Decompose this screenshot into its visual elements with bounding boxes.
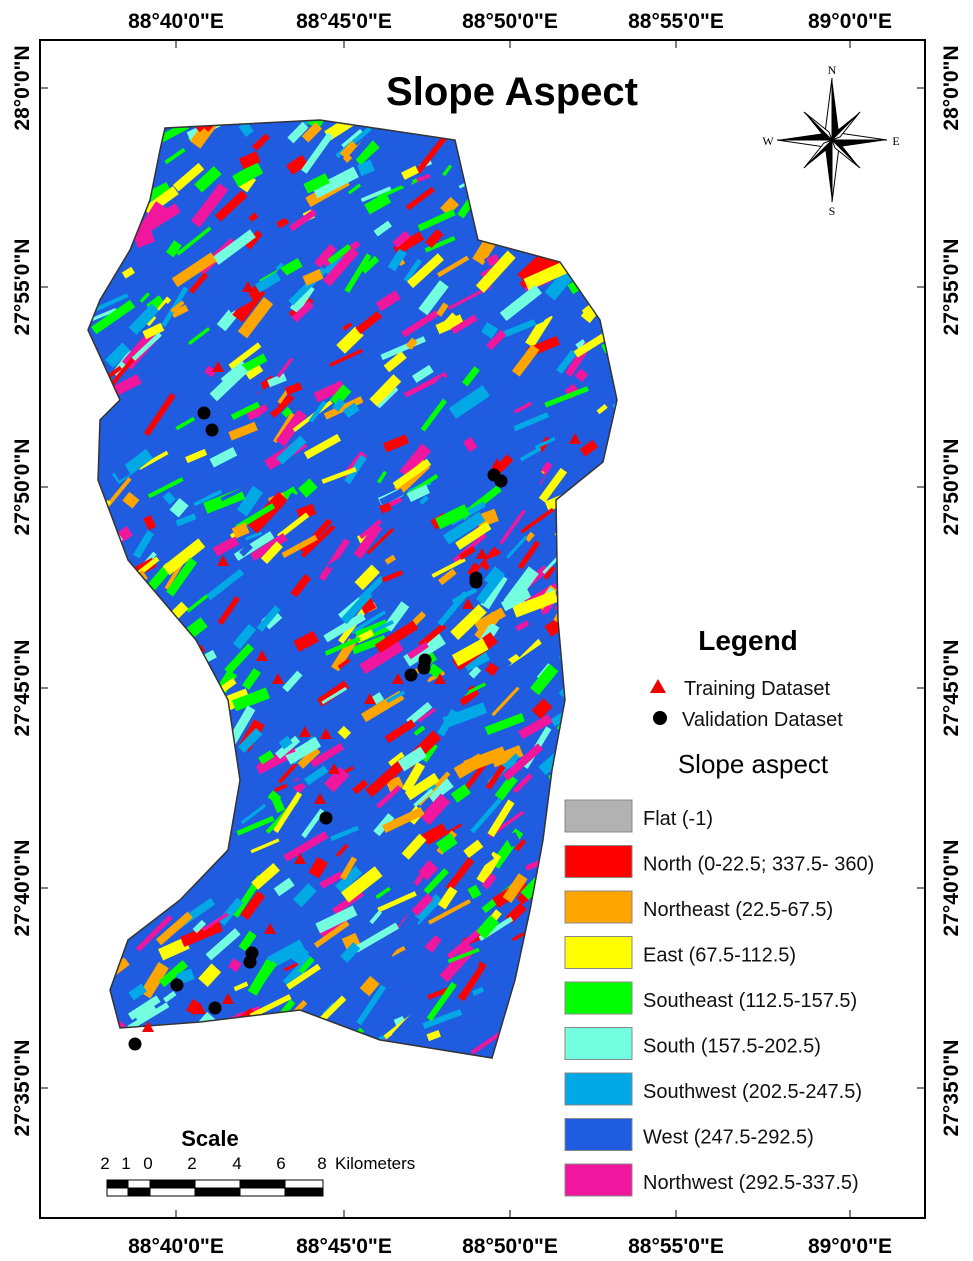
legend-swatch [565, 937, 632, 969]
legend-swatch [565, 891, 632, 923]
latitude-label: 27°35'0"N [11, 1040, 34, 1137]
scale-label: 4 [232, 1154, 241, 1173]
validation-point [470, 576, 483, 589]
longitude-label: 88°45'0"E [296, 10, 392, 33]
longitude-label: 88°50'0"E [462, 1235, 558, 1258]
legend-swatch [565, 982, 632, 1014]
scale-segment [240, 1188, 285, 1196]
latitude-label: 27°45'0"N [940, 640, 963, 737]
scale-label: 0 [143, 1154, 152, 1173]
legend-label: East (67.5-112.5) [643, 945, 796, 967]
validation-point [206, 424, 219, 437]
longitude-label: 88°55'0"E [628, 1235, 724, 1258]
compass-w: W [762, 134, 774, 148]
longitude-label: 88°50'0"E [462, 10, 558, 33]
latitude-label: 27°35'0"N [940, 1040, 963, 1137]
scale-label: 2 [100, 1154, 109, 1173]
validation-point [129, 1038, 142, 1051]
scale-segment [107, 1188, 128, 1196]
latitude-label: 28°0'0"N [940, 45, 963, 130]
latitude-label: 27°45'0"N [11, 640, 34, 737]
legend-label: Flat (-1) [643, 808, 713, 830]
latitude-label: 28°0'0"N [11, 45, 34, 130]
validation-point [320, 812, 333, 825]
longitude-label: 89°0'0"E [808, 10, 892, 33]
latitude-label: 27°40'0"N [940, 840, 963, 937]
validation-point [418, 662, 431, 675]
scale-title: Scale [181, 1126, 239, 1151]
scale-segment [107, 1180, 128, 1188]
scale-segment [195, 1188, 240, 1196]
scale-label: 1 [121, 1154, 130, 1173]
validation-point [171, 979, 184, 992]
latitude-label: 27°55'0"N [11, 239, 34, 336]
longitude-label: 88°40'0"E [128, 1235, 224, 1258]
validation-point [198, 407, 211, 420]
scale-label: 2 [187, 1154, 196, 1173]
validation-point [495, 475, 508, 488]
scale-segment [150, 1188, 195, 1196]
scale-label: 6 [276, 1154, 285, 1173]
legend-label: South (157.5-202.5) [643, 1036, 821, 1058]
legend-swatch [565, 1164, 632, 1196]
legend-label: Southeast (112.5-157.5) [643, 990, 857, 1012]
legend-swatch [565, 1028, 632, 1060]
scale-segment [195, 1180, 240, 1188]
validation-point [405, 669, 418, 682]
legend-validation: Validation Dataset [682, 709, 843, 731]
legend-swatch [565, 800, 632, 832]
validation-point [209, 1002, 222, 1015]
legend-label: North (0-22.5; 337.5- 360) [643, 854, 874, 876]
compass-s: S [829, 204, 836, 218]
legend-label: Northeast (22.5-67.5) [643, 899, 833, 921]
legend-label: West (247.5-292.5) [643, 1127, 814, 1149]
legend-subtitle: Slope aspect [678, 749, 829, 779]
scale-label: Kilometers [335, 1154, 415, 1173]
legend-label: Northwest (292.5-337.5) [643, 1172, 859, 1194]
longitude-label: 89°0'0"E [808, 1235, 892, 1258]
compass-n: N [828, 63, 837, 77]
legend-swatch [565, 1119, 632, 1151]
legend-swatch [565, 1073, 632, 1105]
legend-training: Training Dataset [684, 678, 830, 700]
longitude-label: 88°55'0"E [628, 10, 724, 33]
longitude-label: 88°45'0"E [296, 1235, 392, 1258]
legend-title: Legend [698, 625, 798, 656]
validation-symbol [653, 711, 667, 725]
validation-point [244, 956, 257, 969]
scale-segment [285, 1188, 323, 1196]
map-title: Slope Aspect [386, 70, 638, 114]
scale-segment [128, 1180, 150, 1188]
scale-label: 8 [317, 1154, 326, 1173]
scale-segment [128, 1188, 150, 1196]
legend-label: Southwest (202.5-247.5) [643, 1081, 862, 1103]
scale-segment [150, 1180, 195, 1188]
scale-segment [285, 1180, 323, 1188]
latitude-label: 27°50'0"N [11, 439, 34, 536]
scale-segment [240, 1180, 285, 1188]
compass-e: E [892, 134, 899, 148]
map-figure: Slope Aspect N S E W Legend Training Dat… [0, 0, 973, 1261]
latitude-label: 27°40'0"N [11, 840, 34, 937]
latitude-label: 27°55'0"N [940, 239, 963, 336]
longitude-label: 88°40'0"E [128, 10, 224, 33]
legend-swatch [565, 846, 632, 878]
latitude-label: 27°50'0"N [940, 439, 963, 536]
